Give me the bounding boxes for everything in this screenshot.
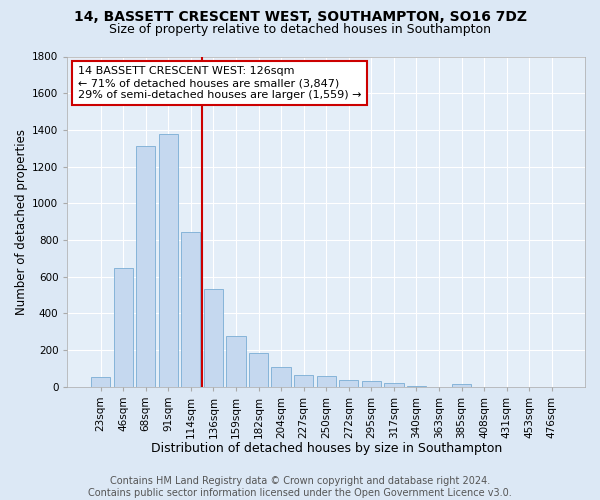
Bar	[181, 232, 200, 386]
Bar	[317, 376, 336, 386]
Bar	[113, 268, 133, 386]
Bar	[136, 146, 155, 386]
Bar	[362, 381, 381, 386]
Y-axis label: Number of detached properties: Number of detached properties	[15, 128, 28, 314]
Text: Size of property relative to detached houses in Southampton: Size of property relative to detached ho…	[109, 22, 491, 36]
Bar	[271, 368, 290, 386]
Bar	[158, 134, 178, 386]
Bar	[249, 352, 268, 386]
Bar	[339, 380, 358, 386]
Text: 14, BASSETT CRESCENT WEST, SOUTHAMPTON, SO16 7DZ: 14, BASSETT CRESCENT WEST, SOUTHAMPTON, …	[74, 10, 527, 24]
Bar	[226, 336, 245, 386]
Bar	[385, 384, 404, 386]
Text: Contains HM Land Registry data © Crown copyright and database right 2024.
Contai: Contains HM Land Registry data © Crown c…	[88, 476, 512, 498]
X-axis label: Distribution of detached houses by size in Southampton: Distribution of detached houses by size …	[151, 442, 502, 455]
Bar	[204, 290, 223, 386]
Bar	[452, 384, 471, 386]
Bar	[91, 376, 110, 386]
Text: 14 BASSETT CRESCENT WEST: 126sqm
← 71% of detached houses are smaller (3,847)
29: 14 BASSETT CRESCENT WEST: 126sqm ← 71% o…	[78, 66, 361, 100]
Bar	[294, 375, 313, 386]
